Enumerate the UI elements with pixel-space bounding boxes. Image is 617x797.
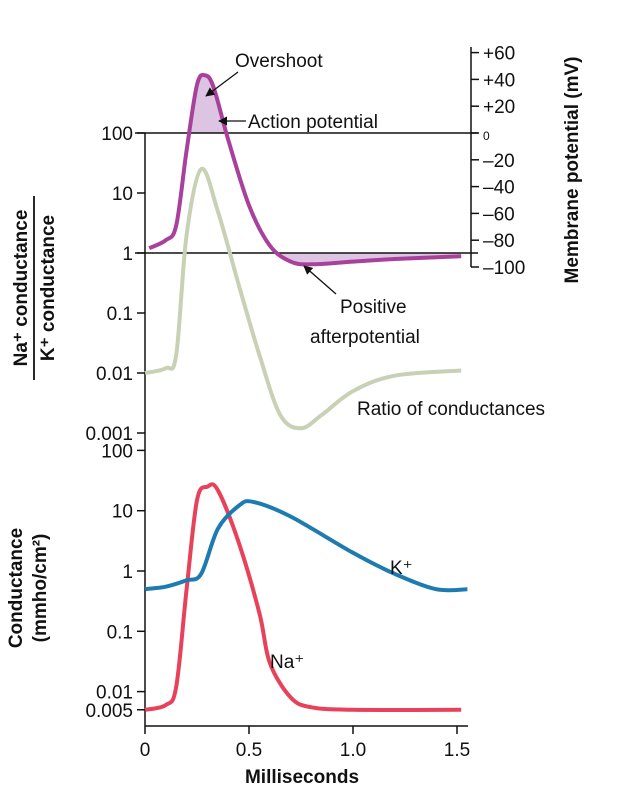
ratio-axis-title: Na⁺ conductance K⁺ conductance	[11, 196, 59, 380]
right-tick-label: 0	[483, 129, 490, 143]
right-tick-label: –20	[483, 151, 515, 172]
action-potential-line	[148, 72, 462, 267]
top-left-tick-label: 10	[112, 184, 133, 205]
top-left-tick-label: 1	[122, 244, 133, 265]
bottom-y-tick-label: 0.1	[107, 622, 133, 643]
afterpotential-fill	[149, 253, 462, 265]
positive-afterpotential-label-2: afterpotential	[310, 327, 420, 348]
bottom-y-tick-label: 0.005	[85, 701, 133, 722]
ratio-of-conductances-line	[144, 166, 462, 431]
x-tick-label: 0.5	[236, 740, 262, 761]
bottom-y-tick-label: 1	[122, 562, 133, 583]
ratio-label: Ratio of conductances	[357, 399, 545, 420]
x-tick-label: 1.5	[444, 740, 470, 761]
right-tick-label: +20	[483, 97, 515, 118]
top-left-tick-label: 0.1	[107, 304, 133, 325]
bottom-y-tick-label: 10	[112, 502, 133, 523]
x-tick-label: 0	[140, 740, 151, 761]
ratio-axis-denominator: K⁺ conductance	[38, 215, 59, 361]
k-conductance-line	[144, 499, 468, 593]
bottom-y-tick-label: 0.01	[96, 683, 133, 704]
x-tick-label: 1.0	[340, 740, 366, 761]
right-tick-label: +40	[483, 70, 515, 91]
overshoot-fill	[189, 74, 227, 133]
afterpotential-arrow	[303, 265, 337, 295]
right-tick-label: –80	[483, 231, 515, 252]
right-tick-label: –40	[483, 178, 515, 199]
positive-afterpotential-label: Positive	[340, 297, 407, 318]
action-potential-label: Action potential	[248, 112, 378, 133]
conductance-axis-unit: (mmho/cm²)	[30, 534, 51, 643]
na-series-label: Na⁺	[270, 652, 304, 673]
bottom-y-tick-label: 100	[101, 441, 133, 462]
overshoot-label: Overshoot	[235, 51, 323, 72]
na-conductance-line	[144, 482, 462, 712]
x-axis-title: Milliseconds	[245, 767, 359, 788]
right-tick-label: –60	[483, 204, 515, 225]
overshoot-arrow	[205, 71, 239, 97]
top-left-tick-label: 0.001	[85, 424, 133, 445]
ratio-axis-numerator: Na⁺ conductance	[11, 210, 32, 367]
top-left-tick-label: 100	[101, 124, 133, 145]
k-series-label: K⁺	[390, 558, 413, 579]
top-left-tick-label: 0.01	[96, 364, 133, 385]
membrane-potential-axis-title: Membrane potential (mV)	[562, 57, 583, 284]
right-tick-label: –100	[483, 258, 525, 279]
right-tick-label: +60	[483, 44, 515, 65]
conductance-axis-title: Conductance	[6, 528, 27, 648]
